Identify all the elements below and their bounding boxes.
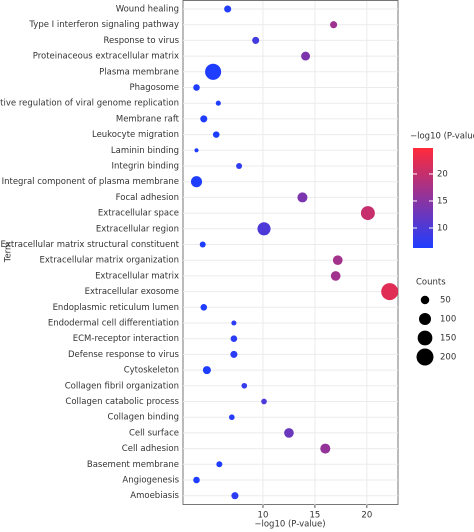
point [231,320,237,326]
point [212,131,220,138]
colorbar-label: 10 [437,224,448,234]
point [381,283,399,301]
colorbar [413,148,433,248]
point [360,206,375,221]
y-tick-label: Integral component of plasma membrane [2,177,179,187]
y-tick-label: ECM-receptor interaction [73,334,179,344]
point [193,84,200,91]
y-tick-label: Integrin binding [112,162,179,172]
color-legend-title: −log10 (P-value) [410,132,474,142]
colorbar-label: 20 [437,169,448,179]
point [284,428,294,438]
size-key [420,295,430,305]
point [215,100,221,106]
y-tick-label: Extracellular matrix structural constitu… [1,240,180,250]
y-tick-label: Angiogenesis [122,476,179,486]
point [330,21,338,29]
y-tick-label: Collagen catabolic process [65,397,179,407]
x-tick-label: 20 [361,511,372,521]
point [261,398,267,405]
point [320,443,331,454]
point [190,176,203,188]
point [194,148,199,153]
size-label: 200 [440,353,456,363]
y-tick-label: Cell surface [129,428,179,438]
size-label: 100 [440,315,456,325]
point [241,382,248,389]
point [252,36,260,44]
point [224,5,232,13]
colorbar-label: 15 [437,196,448,206]
y-tick-label: Amoebiasis [130,491,179,501]
point [231,492,239,500]
y-tick-label: Type I interferon signaling pathway [28,20,179,30]
y-tick-label: Leukocyte migration [92,130,179,140]
size-legend-title: Counts [416,278,446,288]
point [200,115,208,123]
y-tick-label: Wound healing [116,5,179,15]
y-tick-label: Phagosome [130,83,179,93]
point [199,241,206,248]
size-label: 150 [440,334,456,344]
y-tick-label: Cell adhesion [122,444,179,454]
y-tick-label: Cytoskeleton [124,366,179,376]
point [297,192,308,203]
point [230,335,238,342]
y-tick-label: Membrane raft [116,114,180,124]
y-tick-label: Extracellular region [96,224,179,234]
y-tick-label: Extracellular space [98,209,179,219]
size-key [419,313,431,325]
y-tick-label: Basement membrane [87,460,179,470]
point [200,304,208,311]
x-tick-label: 10 [258,511,269,521]
y-tick-label: Extracellular exosome [85,287,179,297]
y-tick-label: Collagen binding [108,413,179,423]
x-tick-label: 15 [309,511,320,521]
point [230,350,238,358]
point [193,476,200,484]
y-tick-label: Focal adhesion [116,193,179,203]
y-tick-label: Defense response to virus [68,350,180,360]
point [301,51,311,61]
point [216,461,223,468]
y-tick-label: Laminin binding [111,146,179,156]
y-tick-label: Endoplasmic reticulum lumen [53,303,179,313]
y-tick-label: Extracellular matrix organization [40,256,179,266]
y-axis-title: Term [4,242,14,264]
x-axis-title: −log10 (P-value) [254,520,325,530]
y-tick-label: Plasma membrane [99,67,179,77]
y-tick-label: Negative regulation of viral genome repl… [0,99,179,109]
y-tick-label: Endodermal cell differentiation [48,319,179,329]
point [257,222,271,236]
size-label: 50 [440,296,451,306]
point [202,366,211,375]
y-tick-label: Response to virus [104,36,180,46]
point [205,63,222,80]
plot-area [182,0,399,505]
size-key [416,348,434,366]
y-tick-label: Extracellular matrix [95,271,179,281]
y-tick-label: Proteinaceous extracellular matrix [33,52,179,62]
point [332,255,343,266]
size-key [417,330,433,346]
point [229,414,235,421]
point [330,271,341,281]
y-tick-label: Collagen fibril organization [65,381,179,391]
point [236,163,243,169]
